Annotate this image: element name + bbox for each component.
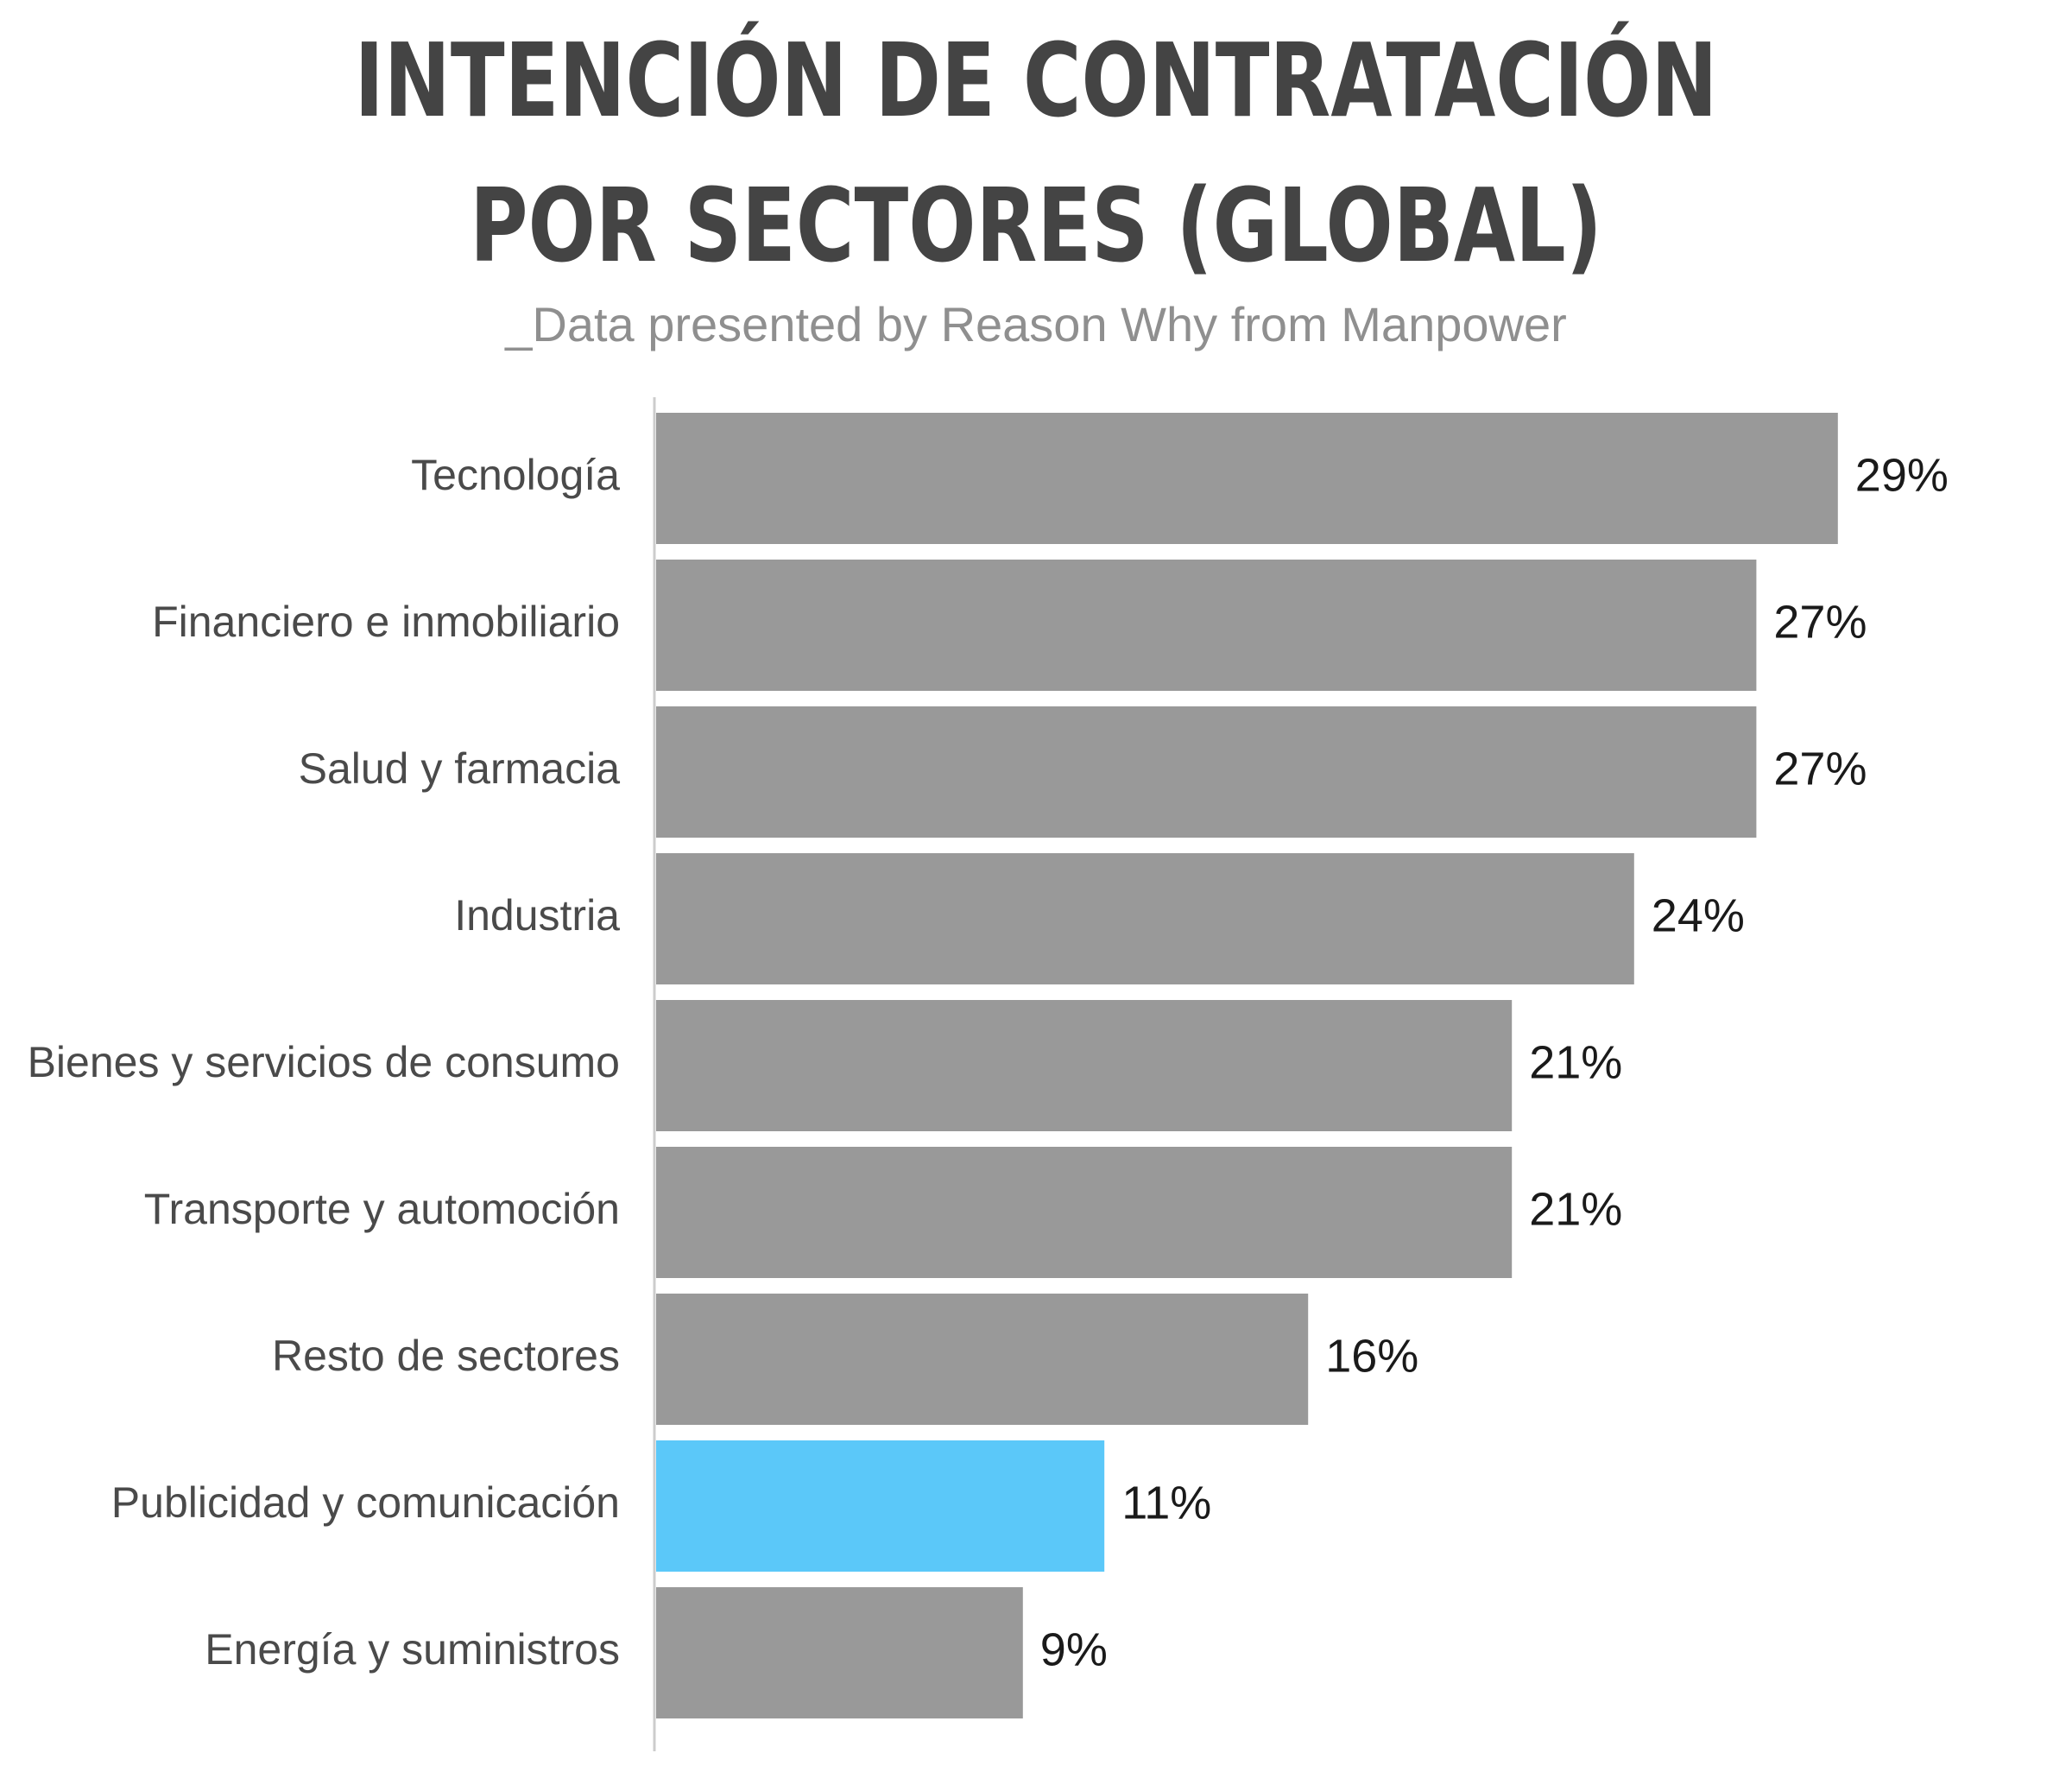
value-label-publicidad-y-comunicacion: 11% [1121, 1477, 1211, 1528]
bar-transporte-y-automocion [656, 1147, 1513, 1278]
bar-energia-y-suministros [656, 1587, 1023, 1718]
category-label-resto-de-sectores: Resto de sectores [272, 1332, 620, 1380]
value-label-industria: 24% [1652, 889, 1745, 941]
bar-industria [656, 853, 1634, 984]
bar-salud-y-farmacia [656, 706, 1757, 838]
chart-title-line2: POR SECTORES (GLOBAL) [470, 166, 1602, 285]
category-label-energia-y-suministros: Energía y suministros [205, 1625, 620, 1674]
chart-title-line1: INTENCIÓN DE CONTRATACIÓN [354, 21, 1718, 140]
category-label-salud-y-farmacia: Salud y farmacia [299, 744, 621, 793]
bar-publicidad-y-comunicacion [656, 1440, 1105, 1572]
bars-group [656, 413, 1838, 1718]
value-label-financiero-e-inmobiliario: 27% [1773, 596, 1867, 648]
category-label-publicidad-y-comunicacion: Publicidad y comunicación [111, 1478, 620, 1527]
category-label-tecnologia: Tecnología [411, 451, 620, 499]
value-label-bienes-y-servicios-de-consumo: 21% [1529, 1036, 1622, 1088]
value-label-tecnologia: 29% [1855, 449, 1949, 501]
bar-tecnologia [656, 413, 1838, 544]
category-label-financiero-e-inmobiliario: Financiero e inmobiliario [152, 598, 620, 646]
bar-bienes-y-servicios-de-consumo [656, 1000, 1513, 1131]
category-label-industria: Industria [454, 891, 620, 940]
bar-financiero-e-inmobiliario [656, 560, 1757, 691]
value-label-resto-de-sectores: 16% [1325, 1330, 1418, 1382]
category-label-transporte-y-automocion: Transporte y automoción [144, 1185, 620, 1233]
value-label-energia-y-suministros: 9% [1040, 1623, 1108, 1675]
category-labels-group: Tecnología Financiero e inmobiliario Salud… [28, 451, 621, 1674]
value-label-transporte-y-automocion: 21% [1529, 1183, 1622, 1235]
value-label-salud-y-farmacia: 27% [1773, 743, 1867, 794]
chart-subtitle: _Data presented by Reason Why from Manpo… [505, 297, 1567, 351]
category-label-bienes-y-servicios-de-consumo: Bienes y servicios de consumo [28, 1038, 620, 1086]
bar-resto-de-sectores [656, 1294, 1309, 1425]
value-labels-group: 29% 27% 27% 24% 21% 21% 16% 11% 9% [1040, 449, 1949, 1675]
